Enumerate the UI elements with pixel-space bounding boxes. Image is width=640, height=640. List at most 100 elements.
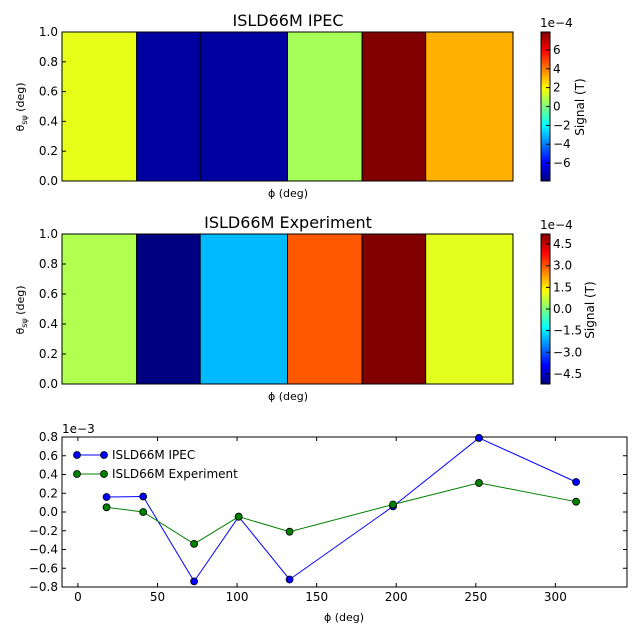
heatmap-experiment-ytick-label: 0.0 (39, 377, 58, 391)
legend-swatch-marker (73, 451, 81, 459)
heatmap-ipec-xlabel: ϕ (deg) (268, 187, 308, 200)
colorbar-ipec-ticks: −6 −4 −2 0 2 4 6 (546, 43, 571, 170)
line-series-2-point (102, 503, 111, 512)
heatmap-ipec-ytick-label: 0.4 (39, 114, 58, 128)
colorbar-experiment-ticks: −4.5 −3.0 −1.5 0.0 1.5 3.0 4.5 (546, 237, 582, 381)
legend-swatch-marker (100, 470, 108, 478)
colorbar-experiment-tick-label: 0.0 (553, 302, 572, 316)
line-chart-ytick-label: −0.8 (29, 580, 58, 594)
colorbar-ipec-tick-label: −6 (553, 156, 571, 170)
line-series-1-point (475, 434, 483, 442)
line-chart-xtick-label: 100 (226, 590, 249, 604)
heatmap-experiment-ytick-label: 0.4 (39, 317, 58, 331)
heatmap-experiment-ytick-label: 0.8 (39, 257, 58, 271)
heatmap-ipec-ytick-label: 0.6 (39, 85, 58, 99)
line-chart-xtick-label: 0 (74, 590, 82, 604)
line-chart-xtick-label: 200 (385, 590, 408, 604)
colorbar-experiment-tick-label: −1.5 (553, 324, 582, 338)
heatmap-ipec-cell (136, 31, 201, 182)
colorbar-ipec-tick-label: 4 (553, 62, 561, 76)
heatmap-experiment-cell (287, 233, 363, 385)
heatmap-ipec-ytick-label: 1.0 (39, 25, 58, 39)
colorbar-experiment-tick-label: 3.0 (553, 259, 572, 273)
colorbar-ipec-tick-label: −2 (553, 118, 571, 132)
heatmap-ipec-cell (425, 31, 514, 182)
line-series-1 (106, 437, 577, 583)
line-chart-panel: 0 50 100 150 200 250 300 −0.8 −0.6 −0.4 −0.2 0.0 0.2… (29, 422, 628, 624)
heatmap-experiment-xlabel: ϕ (deg) (268, 390, 308, 403)
heatmap-experiment-cell (361, 233, 427, 385)
line-chart-xtick-label: 150 (305, 590, 328, 604)
heatmap-ipec-cell (199, 31, 288, 182)
heatmap-experiment-ytick-label: 0.2 (39, 347, 58, 361)
colorbar-ipec-tick-label: 6 (553, 43, 561, 57)
line-chart-ytick-label: −0.6 (29, 561, 58, 575)
line-series-2-point (572, 497, 580, 506)
line-chart-ticks: 0 50 100 150 200 250 300 −0.8 −0.6 −0.4 −0.2 0.0 0.2… (29, 430, 627, 604)
line-chart-series (102, 434, 580, 586)
colorbar-ipec-tick-label: 2 (553, 81, 561, 95)
heatmap-experiment-title: ISLD66M Experiment (204, 213, 372, 232)
colorbar-experiment-tick-label: −3.0 (553, 345, 582, 359)
heatmap-ipec-ytick-label: 0.8 (39, 55, 58, 69)
heatmap-experiment-ylabel: θsψ (deg) (14, 286, 29, 335)
legend-swatch-marker (100, 451, 108, 459)
colorbar-ipec: −6 −4 −2 0 2 4 6 1e−4 Signal (T) (540, 16, 587, 182)
heatmap-ipec-cell (287, 31, 363, 182)
heatmap-ipec-panel: ISLD66M IPEC 0.00.20.40.60.81.0 ϕ (deg) … (14, 11, 587, 200)
colorbar-ipec-tick-label: −4 (553, 137, 571, 151)
line-chart-ytick-label: 0.0 (39, 505, 58, 519)
colorbar-ipec-label: Signal (T) (573, 78, 587, 135)
heatmap-experiment-cell (425, 233, 514, 385)
line-series-2-point (475, 479, 483, 487)
line-chart-exponent: 1e−3 (62, 422, 95, 436)
heatmap-ipec-title: ISLD66M IPEC (232, 11, 343, 30)
heatmap-experiment-panel: ISLD66M Experiment 0.0 0.2 0.4 0.6 0.8 1.0 ϕ … (14, 213, 597, 403)
line-chart-xlabel: ϕ (deg) (324, 611, 364, 624)
line-series-1-point (572, 478, 580, 486)
line-series-2-point (285, 527, 294, 536)
colorbar-experiment-label: Signal (T) (583, 281, 597, 338)
heatmap-ipec-cell (61, 31, 138, 182)
heatmap-ipec-cells (61, 31, 514, 182)
legend-label: ISLD66M Experiment (112, 467, 238, 481)
heatmap-ipec-ylabel: θsψ (deg) (14, 83, 29, 132)
line-series-1-point (139, 492, 148, 501)
heatmap-experiment-y-ticks: 0.0 0.2 0.4 0.6 0.8 1.0 (39, 227, 66, 391)
line-chart-xtick-label: 50 (150, 590, 165, 604)
colorbar-experiment-exponent: 1e−4 (540, 218, 573, 232)
heatmap-ipec-cell (361, 31, 427, 182)
line-series-2 (106, 482, 577, 545)
line-chart-ytick-label: 0.4 (39, 468, 58, 482)
line-chart-ytick-label: 0.2 (39, 486, 58, 500)
heatmap-experiment-cell (199, 233, 288, 385)
line-series-1-point (102, 493, 111, 501)
heatmap-experiment-ytick-label: 0.6 (39, 287, 58, 301)
colorbar-experiment-tick-label: −4.5 (553, 367, 582, 381)
line-chart-ytick-label: −0.2 (29, 524, 58, 538)
heatmap-ipec-ytick-label: 0.2 (39, 144, 58, 158)
heatmap-experiment-cell (61, 233, 138, 385)
legend-swatch-marker (73, 470, 81, 478)
heatmap-ipec-y-ticks: 0.0 0.2 0.4 0.6 0.8 1.0 (39, 25, 66, 188)
line-chart-xtick-label: 300 (544, 590, 567, 604)
line-chart-ytick-label: −0.4 (29, 543, 58, 557)
colorbar-experiment-tick-label: 1.5 (553, 280, 572, 294)
line-chart-ytick-label: 0.6 (39, 449, 58, 463)
line-series-1-point (285, 575, 294, 584)
line-series-2-point (234, 512, 243, 521)
heatmap-ipec-ytick-label: 0.0 (39, 174, 58, 188)
line-series-2-point (389, 500, 397, 509)
legend-label: ISLD66M IPEC (112, 448, 195, 462)
heatmap-experiment-cell (136, 233, 201, 385)
line-series-2-point (139, 508, 148, 516)
line-series-2-point (190, 539, 198, 548)
heatmap-ipec-frame (61, 31, 514, 182)
colorbar-ipec-tick-label: 0 (553, 100, 561, 114)
line-chart-xtick-label: 250 (464, 590, 487, 604)
line-chart-ytick-label: 0.8 (39, 430, 58, 444)
line-chart-legend: ISLD66M IPEC ISLD66M Experiment (73, 448, 238, 481)
line-series-1-point (190, 577, 198, 586)
heatmap-experiment-ytick-label: 1.0 (39, 227, 58, 241)
